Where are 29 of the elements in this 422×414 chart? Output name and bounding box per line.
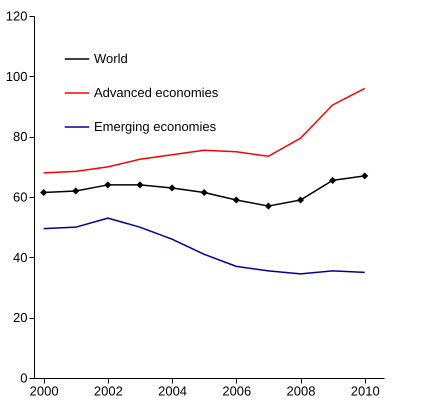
x-tick-label: 2000 — [30, 384, 59, 398]
y-tick-label: 40 — [13, 250, 28, 265]
x-tick-label: 2002 — [94, 384, 123, 398]
y-tick-label: 80 — [13, 129, 28, 144]
y-tick-label: 20 — [13, 310, 28, 326]
x-tick-label: 2004 — [158, 384, 188, 398]
line-series — [42, 217, 366, 275]
point — [200, 188, 208, 196]
point — [72, 187, 80, 195]
legend-label: Advanced economies — [94, 85, 219, 100]
y-tick-label: 100 — [6, 68, 28, 84]
point — [104, 181, 112, 188]
legend-label: Emerging economies — [94, 119, 217, 134]
point — [168, 184, 176, 192]
line-series — [42, 88, 366, 174]
point — [232, 196, 240, 204]
legend-label: World — [94, 51, 128, 66]
point — [361, 172, 368, 180]
y-tick-label: 0 — [20, 370, 28, 386]
point — [264, 202, 272, 210]
point — [136, 181, 144, 188]
point — [329, 176, 336, 184]
y-tick-label: 60 — [13, 190, 28, 204]
point — [40, 188, 48, 196]
x-tick-label: 2006 — [222, 384, 252, 398]
x-tick-label: 2008 — [286, 384, 316, 398]
y-tick-label: 120 — [6, 8, 28, 24]
point — [296, 196, 304, 204]
x-tick-label: 2010 — [350, 384, 380, 398]
